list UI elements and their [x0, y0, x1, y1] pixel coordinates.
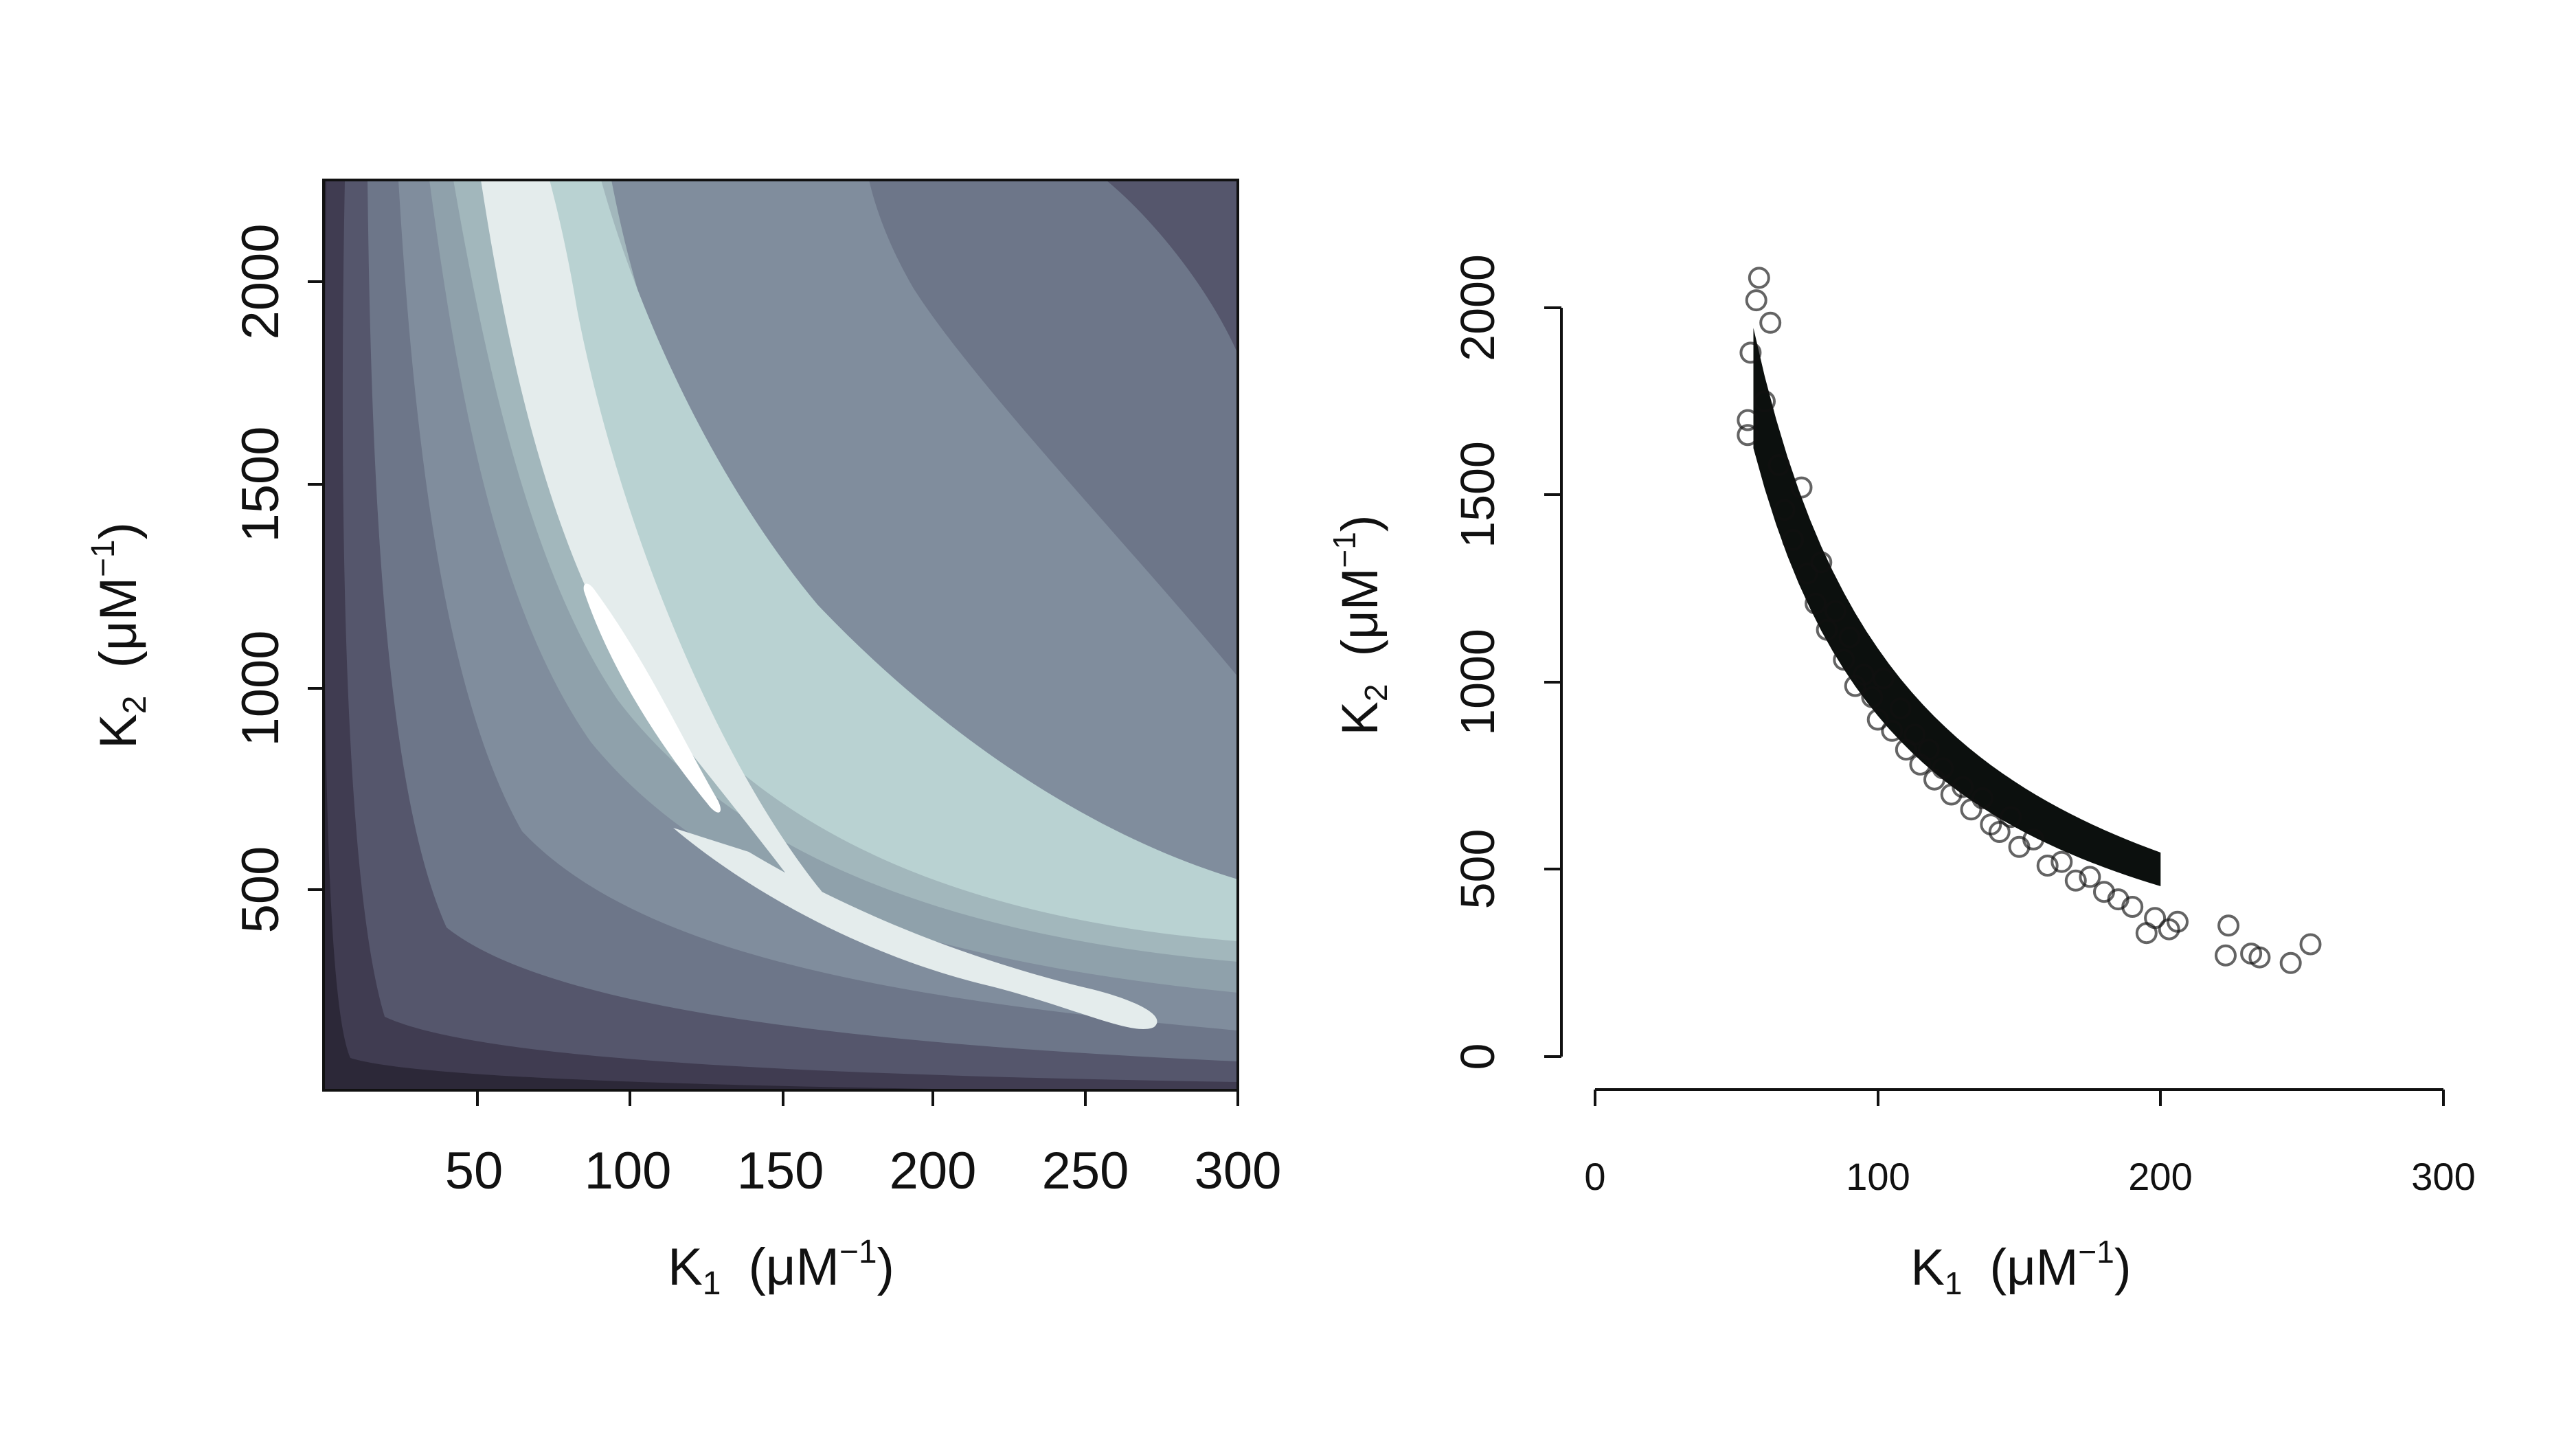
scatter-point-5 — [1737, 424, 1759, 447]
scatter-points — [1737, 267, 2322, 974]
scatter-x-axis: 0 100 200 300 — [1584, 1088, 2476, 1198]
contour-y-axis-title: K2(μM−1) — [85, 522, 153, 749]
scatter-point-46 — [2121, 896, 2144, 918]
scatter-point-55 — [2279, 951, 2302, 974]
scatter-point-30 — [1932, 757, 1954, 780]
y-tick-label-3: 2000 — [231, 223, 290, 339]
sy-tick-label-4: 2000 — [1451, 254, 1504, 361]
scatter-x-axis-title: K1 (μM−1) — [1911, 1234, 2132, 1301]
contour-x-axis-title: K1 (μM−1) — [668, 1234, 894, 1302]
x-tick-label-1: 100 — [585, 1142, 672, 1200]
sy-tick-label-2: 1000 — [1451, 629, 1504, 736]
x-tick-label-4: 250 — [1042, 1142, 1129, 1200]
scatter-point-20 — [1861, 686, 1884, 708]
scatter-point-54 — [2248, 946, 2271, 969]
scatter-point-33 — [1960, 798, 1982, 821]
contour-panel: 50 100 150 200 250 300 500 1000 1500 200… — [85, 179, 1282, 1302]
scatter-point-21 — [1866, 708, 1889, 731]
scatter-point-7 — [1767, 453, 1790, 476]
x-tick-label-2: 150 — [737, 1142, 824, 1200]
scatter-point-50 — [2167, 910, 2189, 933]
y-tick-label-1: 1000 — [231, 630, 290, 746]
contour-level-7 — [481, 180, 1238, 941]
scatter-point-8 — [1773, 499, 1796, 521]
scatter-point-43 — [2079, 866, 2101, 888]
contour-y-axis: 500 1000 1500 2000 — [231, 223, 324, 933]
scatter-point-51 — [2215, 944, 2237, 967]
sx-tick-label-3: 300 — [2411, 1155, 2475, 1198]
scatter-point-48 — [2144, 907, 2167, 929]
x-tick-label-5: 300 — [1195, 1142, 1282, 1200]
scatter-point-6 — [1737, 409, 1759, 431]
scatter-band-fill — [1753, 328, 2161, 886]
scatter-y-axis: 0 500 1000 1500 2000 — [1451, 254, 1563, 1070]
scatter-point-56 — [2299, 933, 2322, 956]
scatter-point-9 — [1782, 528, 1805, 551]
x-tick-label-3: 200 — [890, 1142, 977, 1200]
sy-tick-label-3: 1500 — [1451, 441, 1504, 548]
scatter-point-23 — [1881, 719, 1903, 742]
scatter-point-15 — [1824, 600, 1846, 622]
sx-tick-label-2: 200 — [2128, 1155, 2192, 1198]
scatter-dense-band — [1753, 328, 2161, 886]
contour-plot-area — [324, 180, 1238, 1090]
scatter-point-12 — [1805, 592, 1827, 615]
contour-level-9 — [583, 583, 721, 813]
scatter-point-4 — [1759, 311, 1782, 334]
scatter-point-37 — [2000, 806, 2022, 829]
scatter-point-31 — [1940, 783, 1963, 806]
scatter-point-24 — [1889, 697, 1912, 720]
scatter-y-axis-title: K2(μM−1) — [1326, 515, 1394, 736]
sx-tick-label-1: 100 — [1846, 1155, 1910, 1198]
x-tick-label-0: 50 — [445, 1142, 504, 1200]
contour-level-8 — [481, 180, 1157, 1029]
scatter-point-39 — [2022, 828, 2045, 850]
scatter-point-36 — [1988, 821, 2011, 843]
scatter-point-41 — [2050, 850, 2073, 873]
scatter-panel: 0 100 200 300 0 500 1000 1500 2000 K1 (μM… — [1326, 254, 2476, 1301]
scatter-point-32 — [1952, 776, 1974, 798]
scatter-point-22 — [1872, 667, 1895, 690]
sy-tick-label-1: 500 — [1451, 829, 1504, 910]
y-tick-label-0: 500 — [231, 846, 290, 934]
scatter-point-28 — [1917, 739, 1940, 761]
y-tick-label-2: 1500 — [231, 426, 290, 542]
sx-tick-label-0: 0 — [1584, 1155, 1605, 1198]
scatter-point-34 — [1971, 787, 1993, 809]
scatter-point-52 — [2217, 914, 2240, 937]
sy-tick-label-0: 0 — [1451, 1044, 1504, 1070]
scatter-point-40 — [2036, 855, 2059, 877]
scatter-point-2 — [1748, 267, 1770, 289]
scatter-point-14 — [1816, 618, 1838, 641]
scatter-point-26 — [1903, 723, 1926, 746]
scatter-point-3 — [1754, 390, 1776, 413]
contour-frame — [322, 179, 1239, 1092]
scatter-point-0 — [1739, 341, 1762, 364]
scatter-point-11 — [1796, 562, 1818, 585]
contour-x-axis: 50 100 150 200 250 300 — [445, 1090, 1282, 1200]
scatter-point-1 — [1745, 289, 1767, 312]
scatter-point-10 — [1790, 476, 1813, 499]
scatter-point-42 — [2064, 869, 2087, 892]
scatter-point-13 — [1810, 551, 1833, 574]
scatter-point-17 — [1838, 626, 1861, 649]
scatter-point-16 — [1833, 649, 1855, 671]
